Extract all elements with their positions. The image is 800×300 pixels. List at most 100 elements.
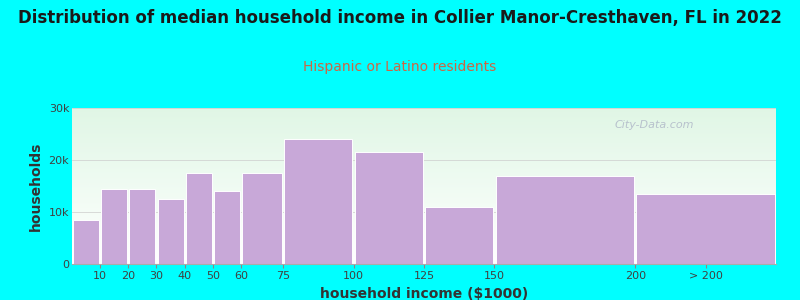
- Bar: [72, 167, 776, 168]
- Bar: [72, 236, 776, 237]
- Bar: [72, 122, 776, 123]
- Bar: [102, 189, 127, 264]
- Bar: [72, 117, 776, 118]
- Bar: [72, 136, 776, 137]
- Bar: [72, 239, 776, 240]
- Bar: [72, 235, 776, 236]
- Bar: [72, 146, 776, 147]
- Bar: [72, 193, 776, 194]
- Bar: [72, 128, 776, 129]
- Bar: [72, 118, 776, 119]
- Bar: [72, 138, 776, 139]
- Bar: [72, 204, 776, 205]
- Bar: [72, 213, 776, 214]
- X-axis label: household income ($1000): household income ($1000): [320, 286, 528, 300]
- Bar: [72, 221, 776, 222]
- Bar: [72, 144, 776, 145]
- Bar: [72, 226, 776, 227]
- Bar: [130, 189, 155, 264]
- Bar: [72, 161, 776, 162]
- Bar: [72, 115, 776, 116]
- Bar: [158, 199, 183, 264]
- Bar: [72, 237, 776, 238]
- Bar: [72, 206, 776, 207]
- Bar: [72, 131, 776, 132]
- Bar: [72, 163, 776, 164]
- Bar: [72, 111, 776, 112]
- Bar: [72, 188, 776, 189]
- Bar: [72, 211, 776, 212]
- Bar: [72, 231, 776, 232]
- Bar: [72, 212, 776, 213]
- Bar: [72, 191, 776, 192]
- Bar: [72, 258, 776, 259]
- Bar: [72, 202, 776, 203]
- Bar: [72, 147, 776, 148]
- Bar: [72, 234, 776, 235]
- Bar: [72, 176, 776, 177]
- Bar: [72, 169, 776, 170]
- Bar: [72, 201, 776, 202]
- Bar: [72, 175, 776, 176]
- Bar: [72, 177, 776, 178]
- Bar: [72, 152, 776, 153]
- Bar: [72, 249, 776, 250]
- Bar: [72, 251, 776, 252]
- Bar: [72, 183, 776, 184]
- Bar: [72, 203, 776, 204]
- Bar: [72, 184, 776, 185]
- Bar: [72, 261, 776, 262]
- Bar: [72, 149, 776, 150]
- Bar: [72, 133, 776, 134]
- Bar: [72, 243, 776, 244]
- Bar: [72, 162, 776, 163]
- Bar: [72, 159, 776, 160]
- Bar: [72, 198, 776, 199]
- Bar: [72, 246, 776, 247]
- Bar: [72, 108, 776, 109]
- Bar: [72, 181, 776, 182]
- Bar: [72, 205, 776, 206]
- Bar: [72, 214, 776, 215]
- Bar: [72, 215, 776, 216]
- Bar: [72, 160, 776, 161]
- Bar: [72, 245, 776, 246]
- Bar: [72, 254, 776, 255]
- Bar: [495, 176, 634, 264]
- Bar: [72, 194, 776, 195]
- Bar: [242, 173, 282, 264]
- Bar: [72, 179, 776, 180]
- Bar: [72, 166, 776, 167]
- Bar: [72, 195, 776, 196]
- Text: Distribution of median household income in Collier Manor-Cresthaven, FL in 2022: Distribution of median household income …: [18, 9, 782, 27]
- Bar: [354, 152, 423, 264]
- Bar: [72, 132, 776, 133]
- Bar: [72, 151, 776, 152]
- Bar: [72, 200, 776, 201]
- Bar: [72, 121, 776, 122]
- Bar: [72, 140, 776, 141]
- Bar: [72, 242, 776, 243]
- Bar: [72, 148, 776, 149]
- Bar: [72, 210, 776, 211]
- Bar: [72, 244, 776, 245]
- Bar: [72, 216, 776, 217]
- Bar: [72, 222, 776, 223]
- Bar: [636, 194, 775, 264]
- Bar: [72, 240, 776, 241]
- Bar: [72, 137, 776, 138]
- Bar: [72, 218, 776, 219]
- Bar: [72, 182, 776, 183]
- Bar: [72, 134, 776, 135]
- Bar: [72, 238, 776, 239]
- Bar: [72, 173, 776, 174]
- Bar: [73, 220, 99, 264]
- Bar: [72, 255, 776, 256]
- Bar: [72, 257, 776, 258]
- Bar: [72, 263, 776, 264]
- Bar: [72, 233, 776, 234]
- Bar: [214, 191, 240, 264]
- Bar: [72, 219, 776, 220]
- Bar: [72, 135, 776, 136]
- Bar: [72, 127, 776, 128]
